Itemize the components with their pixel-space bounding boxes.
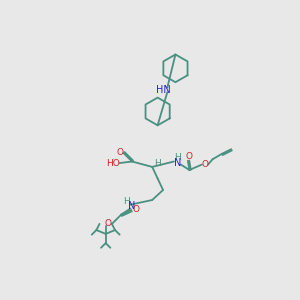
Text: O: O	[104, 219, 112, 228]
Text: HO: HO	[106, 159, 120, 168]
Text: N: N	[128, 201, 136, 211]
Text: O: O	[116, 148, 123, 157]
Text: N: N	[174, 158, 182, 168]
Text: O: O	[201, 160, 208, 169]
Text: H: H	[123, 197, 130, 206]
Text: O: O	[132, 205, 140, 214]
Text: HN: HN	[156, 85, 171, 95]
Text: H: H	[174, 153, 181, 162]
Text: O: O	[185, 152, 192, 160]
Text: H: H	[154, 159, 161, 168]
